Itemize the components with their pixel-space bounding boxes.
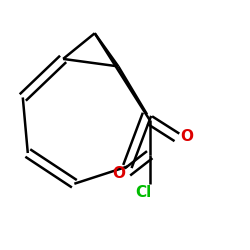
Text: O: O bbox=[112, 166, 125, 181]
Text: Cl: Cl bbox=[136, 186, 152, 200]
Text: O: O bbox=[180, 128, 193, 144]
